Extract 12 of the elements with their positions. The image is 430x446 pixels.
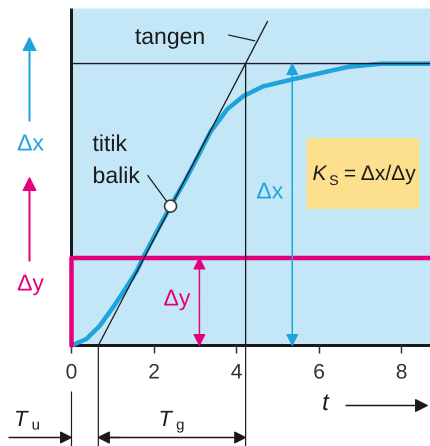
series-label: Δy <box>17 270 44 296</box>
annotation: Δx <box>256 177 284 204</box>
x-tick-label: 6 <box>313 360 325 384</box>
annotation: titik balik <box>92 130 140 188</box>
x-axis-title: t <box>322 389 330 416</box>
text: Δx <box>17 130 44 156</box>
x-tick-label: 0 <box>66 360 78 384</box>
x-tick-label: 8 <box>396 360 408 384</box>
annotation: Δy <box>164 284 191 310</box>
annotation: tangen <box>134 22 206 49</box>
x-tick-label: 2 <box>148 360 160 384</box>
x-tick-label: 4 <box>230 360 243 384</box>
